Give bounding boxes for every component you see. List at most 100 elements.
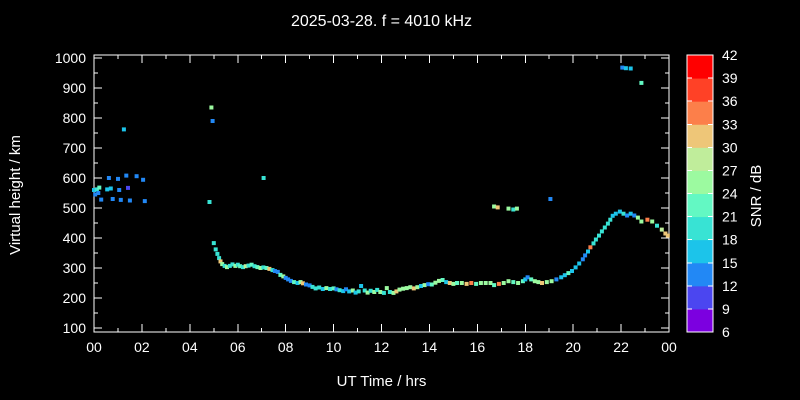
data-point [639,219,644,224]
data-point [501,281,506,285]
data-point [328,287,332,291]
data-point [415,285,420,290]
colorbar-tick-label: 6 [722,324,730,340]
data-point [381,290,386,295]
y-tick-label: 300 [63,260,87,276]
data-point [597,233,601,238]
colorbar-tick-label: 24 [722,186,738,202]
data-point [127,198,132,203]
x-tick-label: 18 [517,339,533,355]
data-point [105,187,110,192]
data-point [209,105,214,110]
x-tick-label: 00 [86,339,102,355]
data-point [419,284,423,288]
colorbar-tick-label: 18 [722,232,738,248]
colorbar-tick-label: 39 [722,70,738,86]
data-point [300,281,305,286]
x-tick-label: 12 [374,339,390,355]
data-point [577,261,582,266]
data-point [121,127,126,132]
colorbar-title: SNR / dB [748,164,765,228]
data-point [270,268,275,273]
y-axis-ticks [94,57,669,329]
data-point [650,219,655,224]
colorbar-tick-label: 27 [722,162,738,178]
data-point [353,290,358,295]
colorbar-segment [687,101,713,125]
data-point [126,185,130,190]
data-point [525,275,530,280]
data-point [620,65,625,70]
x-tick-label: 20 [565,339,581,355]
data-point [602,225,607,230]
data-point [478,281,483,285]
colorbar-segment [687,78,713,102]
data-point [444,280,449,285]
data-point [608,217,613,222]
data-point [344,287,348,292]
y-tick-label: 900 [63,80,87,96]
colorbar-tick-label: 15 [722,255,738,271]
data-point [514,206,519,211]
data-point [387,290,392,294]
data-point [331,286,336,291]
data-point [264,266,269,270]
data-point [411,286,416,291]
data-point [215,251,220,256]
x-tick-label: 02 [134,339,150,355]
data-point [583,253,588,258]
data-point [451,281,456,286]
data-point [523,277,528,282]
data-point [124,173,129,178]
data-point [317,285,322,290]
data-point [281,274,286,279]
data-point [566,271,571,276]
data-point [313,286,318,291]
data-point [570,269,574,273]
data-point [298,280,303,285]
data-point [238,264,243,269]
data-point [134,174,139,179]
data-point [544,280,549,285]
data-point [108,186,113,191]
data-point [235,262,240,267]
x-tick-label: 08 [278,339,294,355]
data-point [283,275,288,280]
colorbar-tick-label: 42 [722,47,738,63]
colorbar-segment [687,285,713,310]
data-point [404,286,409,291]
data-point [549,279,554,284]
x-tick-labels: 00 02 04 06 08 10 12 14 16 18 20 22 00 [86,339,677,355]
data-point [207,200,212,204]
data-point [511,207,516,212]
data-point [142,199,147,204]
data-point [116,176,120,181]
data-point [110,197,115,201]
x-tick-label: 22 [613,339,629,355]
colorbar-tick-label: 30 [722,139,738,155]
data-point [275,269,280,274]
data-point [96,191,101,195]
data-point [573,265,578,270]
data-point [429,282,434,287]
data-point [469,281,474,285]
x-axis-title: UT Time / hrs [336,373,427,390]
data-point [93,192,98,197]
data-point [401,286,406,291]
data-point [455,281,459,285]
data-point [591,241,596,246]
data-point [118,197,123,202]
data-point [645,217,650,222]
y-axis-title: Virtual height / km [7,135,24,255]
data-point [362,288,367,293]
y-tick-label: 100 [63,320,87,336]
colorbar [686,54,714,333]
data-point [540,281,544,285]
data-point [99,197,104,202]
data-point [307,283,312,288]
data-point [506,279,511,284]
data-point [261,176,266,180]
data-point [252,264,257,269]
